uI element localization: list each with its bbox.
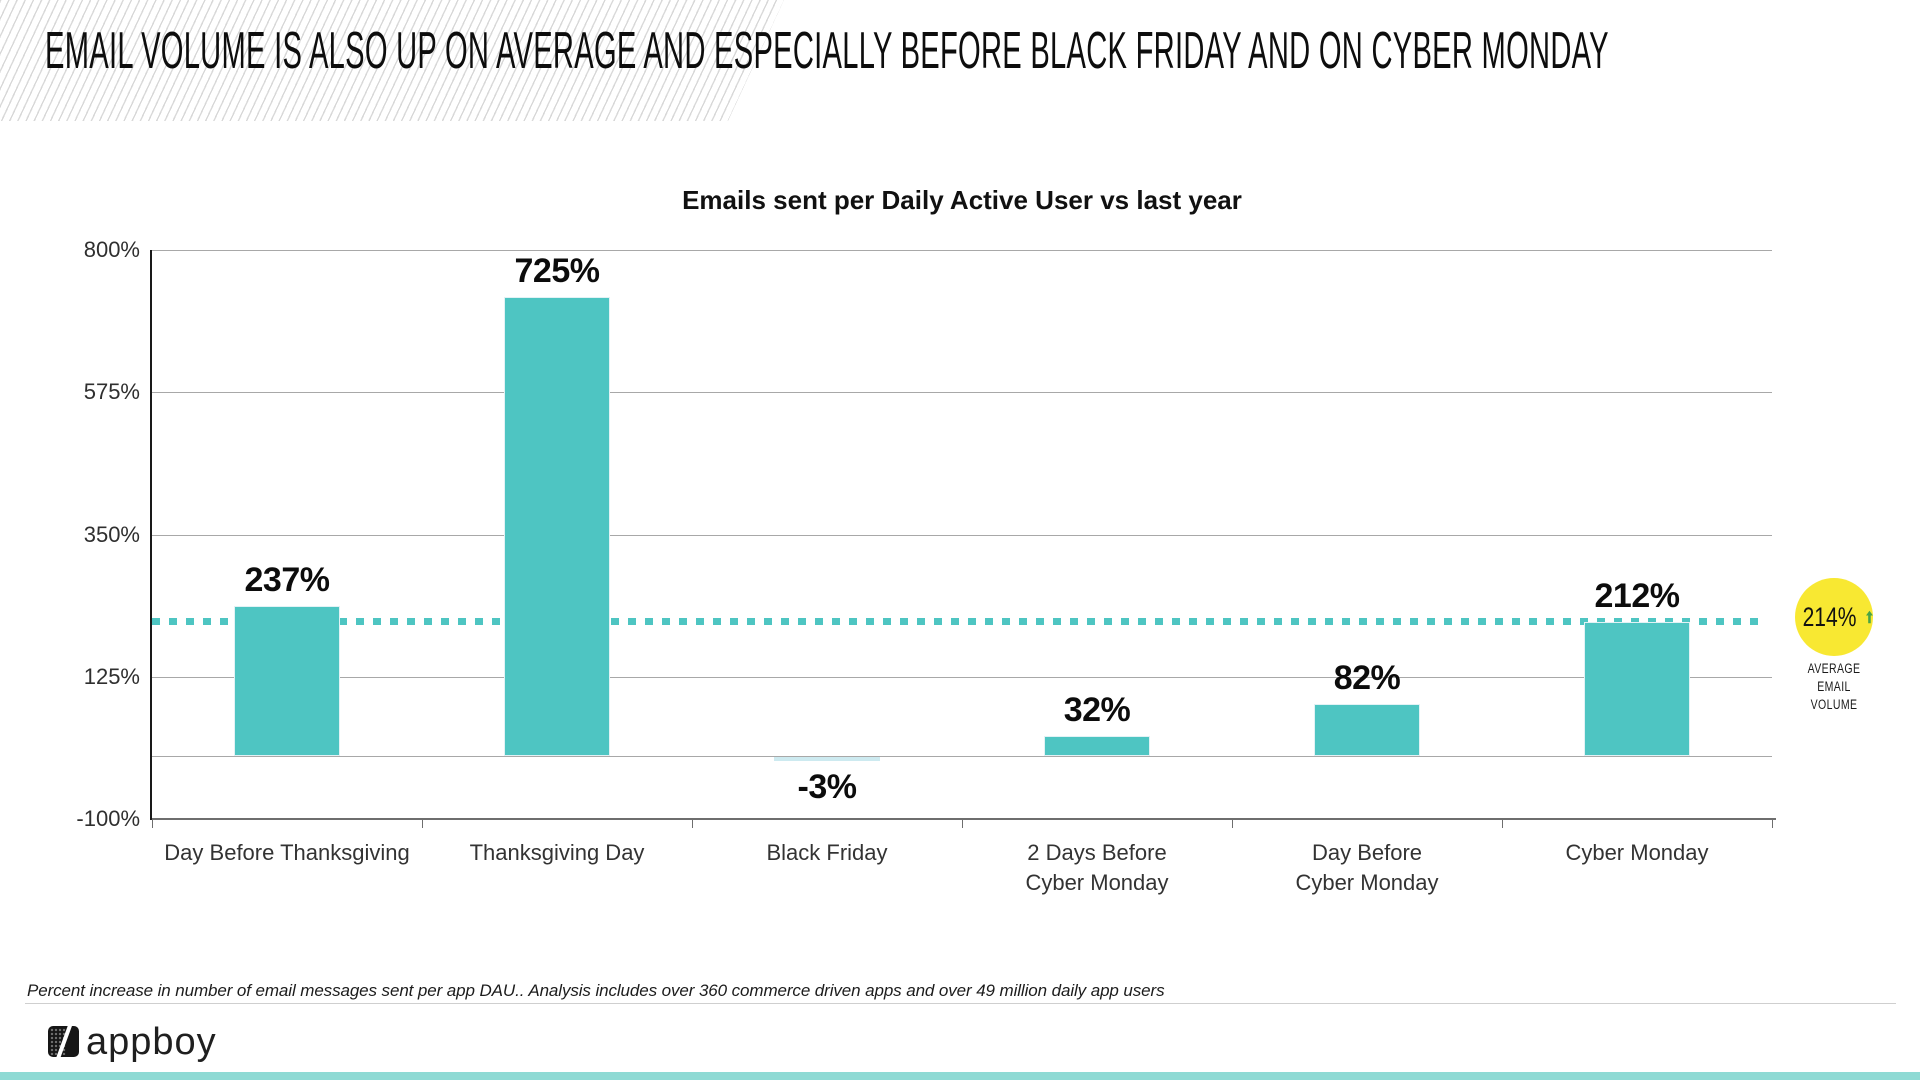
y-tick-label: 350% — [83, 521, 140, 547]
gridline — [152, 676, 1772, 678]
x-axis-tick — [1772, 818, 1773, 828]
bar-value-label: 82% — [1333, 659, 1401, 698]
category-label: Thanksgiving Day — [422, 838, 692, 868]
category-label-line: Cyber Monday — [1025, 870, 1169, 895]
category-label-line: Black Friday — [766, 840, 888, 865]
x-axis-tick — [692, 818, 693, 828]
bar-value-label: 32% — [1063, 690, 1131, 729]
category-label-line: Cyber Monday — [1565, 840, 1709, 865]
x-axis-tick — [1232, 818, 1233, 828]
average-caption-line: EMAIL — [1817, 679, 1851, 694]
x-axis-tick — [422, 818, 423, 828]
category-label-line: Thanksgiving Day — [469, 840, 645, 865]
bar-value-label: 237% — [244, 561, 330, 600]
bottom-accent-strip — [0, 1072, 1920, 1080]
x-axis-tick — [1502, 818, 1503, 828]
category-label: 2 Days Before Cyber Monday — [962, 838, 1232, 898]
y-tick-label: 125% — [83, 663, 140, 689]
y-tick-label: 575% — [83, 379, 140, 405]
average-volume-badge: 214% — [1795, 578, 1873, 656]
bar-5 — [1314, 704, 1420, 756]
average-caption-line: VOLUME — [1810, 697, 1858, 712]
category-label: Day Before Cyber Monday — [1232, 838, 1502, 898]
footnote: Percent increase in number of email mess… — [27, 981, 1165, 1000]
category-label: Day Before Thanksgiving — [152, 838, 422, 868]
bar-4 — [1044, 735, 1150, 756]
arrow-up-icon — [1866, 610, 1873, 624]
category-label: Black Friday — [692, 838, 962, 868]
category-label-line: Cyber Monday — [1295, 870, 1439, 895]
gridline — [152, 392, 1772, 394]
category-label-line: Day Before Thanksgiving — [164, 840, 410, 865]
chart-title: Emails sent per Daily Active User vs las… — [682, 185, 1242, 215]
category-label-line: 2 Days Before — [1027, 840, 1167, 865]
gridline — [152, 534, 1772, 536]
gridline — [152, 250, 1772, 251]
x-axis-tick — [152, 818, 153, 828]
category-label: Cyber Monday — [1502, 838, 1772, 868]
average-value-label: 214% — [1802, 601, 1857, 632]
footer-divider — [25, 1003, 1896, 1004]
bar-2 — [504, 297, 610, 756]
bar-6 — [1584, 621, 1690, 756]
bar-value-label: 725% — [514, 252, 600, 291]
bar-3 — [774, 757, 880, 761]
average-dotted-line — [152, 617, 1766, 625]
y-axis-line — [150, 250, 152, 820]
category-label-line: Day Before — [1311, 840, 1423, 865]
bar-value-label: 212% — [1594, 576, 1680, 615]
average-caption-line: AVERAGE — [1807, 661, 1861, 676]
x-axis-line — [152, 818, 1776, 821]
y-tick-label: -100% — [76, 806, 140, 832]
bar-value-label: -3% — [797, 768, 857, 806]
appboy-logo-icon — [48, 1026, 79, 1057]
header-hatch-pattern — [0, 0, 784, 121]
slide-title: EMAIL VOLUME IS ALSO UP ON AVERAGE AND E… — [45, 22, 1609, 80]
y-tick-label: 800% — [83, 237, 140, 262]
gridline-zero — [152, 756, 1772, 757]
bar-1 — [234, 606, 340, 756]
average-caption: AVERAGE EMAIL VOLUME — [1786, 660, 1881, 714]
x-axis-tick — [962, 818, 963, 828]
appboy-logo-text: appboy — [86, 1021, 217, 1063]
